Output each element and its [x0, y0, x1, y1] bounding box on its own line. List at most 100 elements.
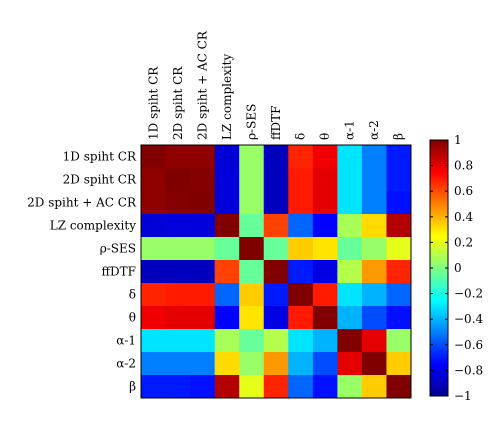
heatmap-frame	[140, 144, 412, 399]
heatmap-cell	[141, 283, 167, 307]
heatmap-cell	[239, 168, 265, 192]
heatmap-cell	[361, 375, 387, 399]
heatmap-cell	[141, 168, 167, 192]
colorbar-tick-label: 0	[454, 261, 462, 275]
heatmap-cell	[214, 191, 240, 215]
heatmap-cell	[263, 375, 289, 399]
heatmap-cell	[361, 283, 387, 307]
heatmap-cell	[312, 168, 338, 192]
row-label: 2D spiht CR	[63, 173, 137, 187]
heatmap-cell	[214, 375, 240, 399]
column-label: θ	[318, 133, 332, 140]
heatmap-cell	[386, 375, 412, 399]
heatmap-cell	[165, 283, 191, 307]
column-label: α-2	[367, 120, 381, 140]
heatmap-cell	[190, 260, 216, 284]
heatmap-cell	[239, 191, 265, 215]
heatmap-cell	[312, 145, 338, 169]
heatmap-cell	[239, 145, 265, 169]
heatmap-cell	[165, 237, 191, 261]
row-label: α-1	[116, 334, 136, 348]
heatmap-cell	[190, 191, 216, 215]
column-label: α-1	[343, 120, 357, 140]
heatmap-cell	[239, 237, 265, 261]
heatmap-cell	[214, 352, 240, 376]
heatmap-cell	[190, 237, 216, 261]
heatmap-cell	[288, 191, 314, 215]
heatmap-cell	[288, 375, 314, 399]
heatmap-cell	[312, 306, 338, 330]
colorbar-tick-label: −0.8	[454, 363, 483, 377]
heatmap-cell	[288, 306, 314, 330]
heatmap-cell	[386, 168, 412, 192]
heatmap-cell	[190, 168, 216, 192]
heatmap-cell	[141, 375, 167, 399]
heatmap-cell	[337, 306, 363, 330]
heatmap-cell	[239, 260, 265, 284]
heatmap-cell	[386, 237, 412, 261]
heatmap-cell	[288, 329, 314, 353]
column-label: 2D spiht CR	[171, 66, 185, 140]
heatmap-cell	[337, 191, 363, 215]
heatmap-cell	[165, 214, 191, 238]
heatmap-cell	[141, 145, 167, 169]
heatmap-cell	[165, 306, 191, 330]
column-label: 1D spiht CR	[146, 66, 160, 140]
heatmap-cell	[263, 306, 289, 330]
heatmap-cell	[165, 260, 191, 284]
column-label: 2D spiht + AC CR	[195, 30, 209, 140]
heatmap-cell	[263, 260, 289, 284]
heatmap-cell	[386, 283, 412, 307]
heatmap-cell	[141, 191, 167, 215]
heatmap-cell	[361, 329, 387, 353]
heatmap-cell	[263, 145, 289, 169]
heatmap-cell	[190, 329, 216, 353]
heatmap-cell	[165, 375, 191, 399]
heatmap-cell	[165, 191, 191, 215]
colorbar-tick-label: 1	[454, 133, 462, 147]
heatmap-cell	[337, 237, 363, 261]
heatmap-cell	[386, 306, 412, 330]
row-label: LZ complexity	[50, 219, 136, 233]
colorbar-tick-label: −1	[454, 389, 472, 403]
heatmap-cell	[288, 283, 314, 307]
column-labels: 1D spiht CR 2D spiht CR 2D spiht + AC CR LZ…	[146, 30, 405, 140]
heatmap-cell	[361, 145, 387, 169]
column-label: ρ-SES	[244, 104, 258, 140]
heatmap-cell	[263, 237, 289, 261]
heatmap-cell	[361, 352, 387, 376]
heatmap-cell	[337, 145, 363, 169]
row-label: ρ-SES	[100, 242, 136, 256]
heatmap-cell	[386, 352, 412, 376]
heatmap-cell	[141, 260, 167, 284]
heatmap-cell	[239, 329, 265, 353]
heatmap-cell	[337, 329, 363, 353]
heatmap-cell	[214, 329, 240, 353]
heatmap-cell	[312, 329, 338, 353]
heatmap-cell	[288, 168, 314, 192]
heatmap-cell	[214, 237, 240, 261]
heatmap-cell	[263, 168, 289, 192]
heatmap-cell	[312, 191, 338, 215]
colorbar-tick-label: 0.6	[454, 184, 473, 198]
heatmap-cell	[165, 168, 191, 192]
heatmap-cell	[288, 214, 314, 238]
row-label: α-2	[116, 357, 136, 371]
heatmap-cell	[288, 260, 314, 284]
heatmap-cell	[361, 260, 387, 284]
heatmap-cell	[361, 306, 387, 330]
heatmap-cell	[214, 168, 240, 192]
column-label: δ	[294, 133, 308, 140]
heatmap-cell	[214, 306, 240, 330]
column-label: ffDTF	[269, 106, 283, 140]
colorbar-tick-label: −0.2	[454, 287, 483, 301]
heatmap-cell	[239, 352, 265, 376]
heatmap-cell	[214, 283, 240, 307]
colorbar-tick-label: 0.2	[454, 235, 473, 249]
heatmap-cell	[214, 145, 240, 169]
colorbar-tick-label: −0.6	[454, 338, 483, 352]
row-label: ffDTF	[102, 265, 136, 279]
heatmap-cell	[141, 329, 167, 353]
heatmap-cell	[386, 329, 412, 353]
